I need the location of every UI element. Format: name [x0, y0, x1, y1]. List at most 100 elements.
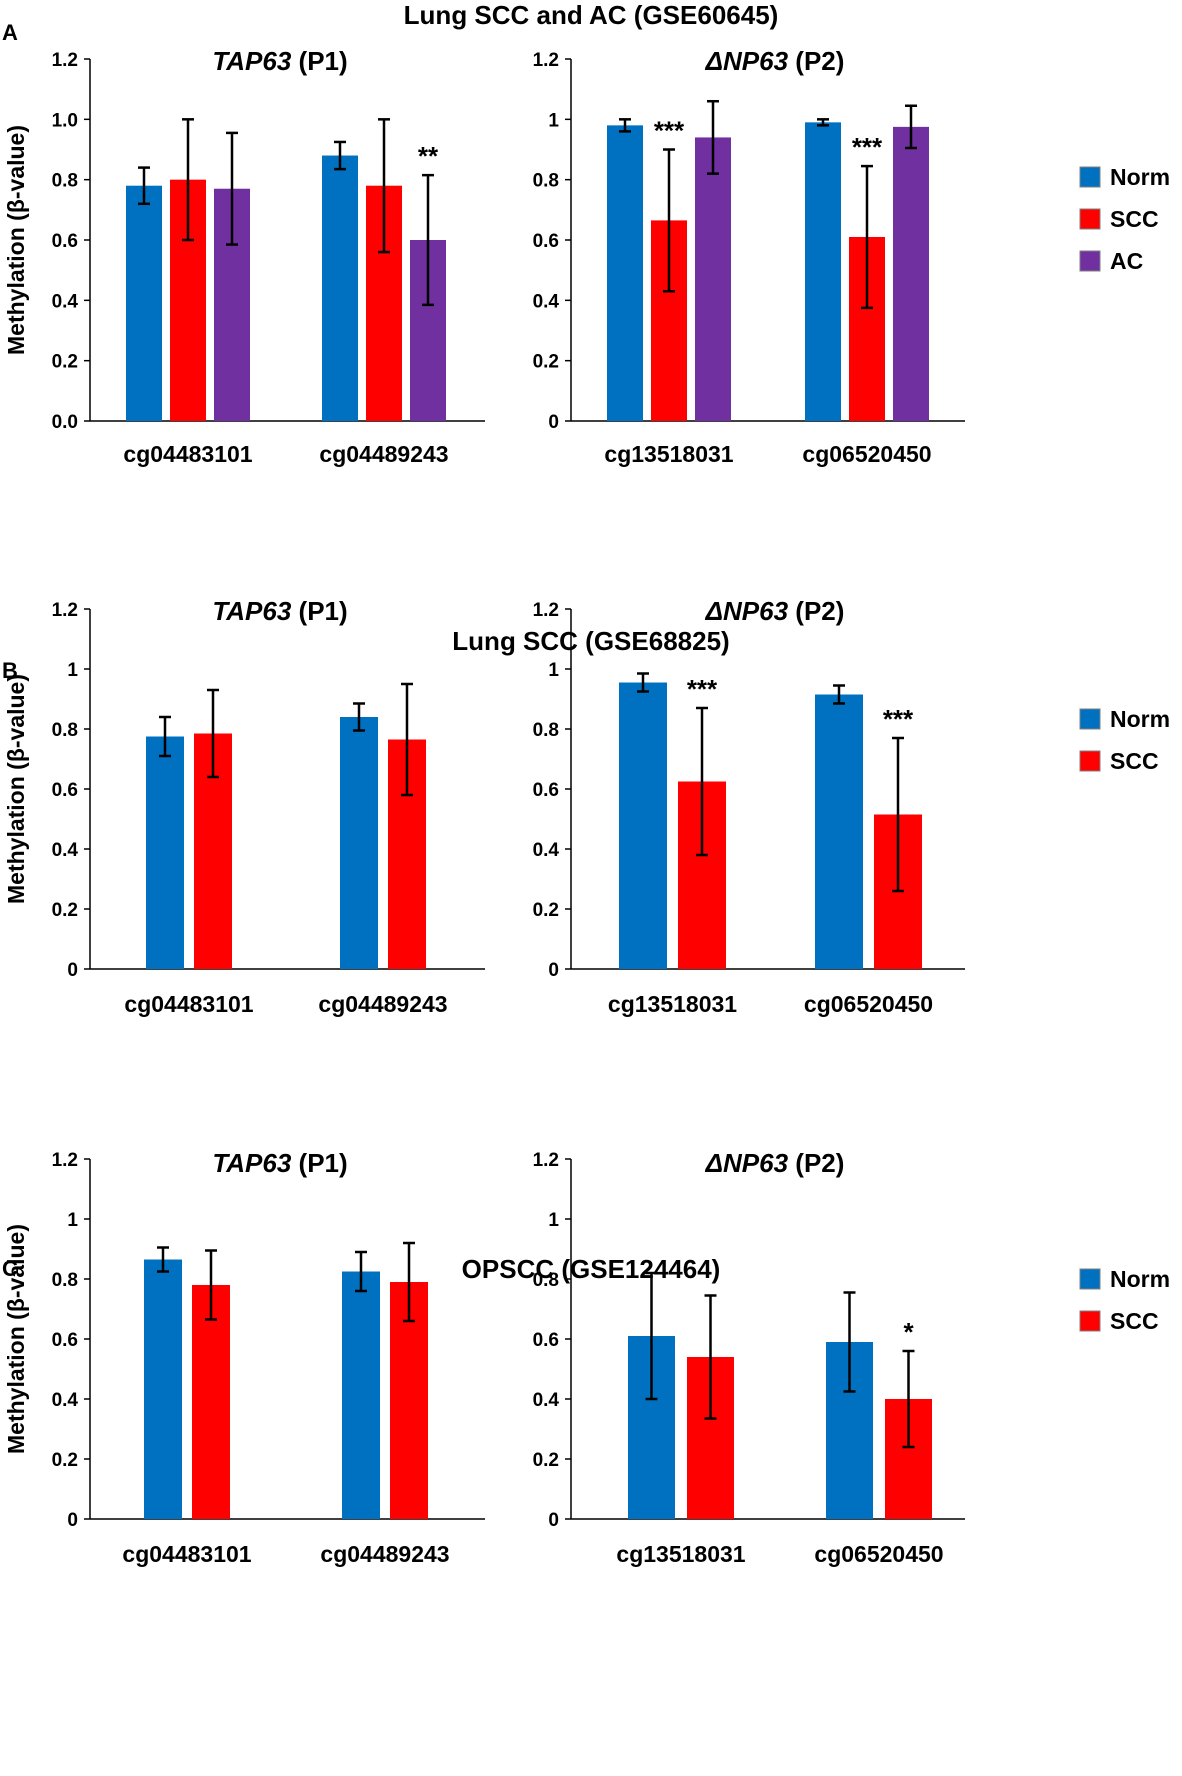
- bar-norm-cg06520450: [815, 694, 863, 969]
- y-tick-label: 0.4: [52, 291, 79, 312]
- y-tick-label: 0.6: [533, 231, 559, 252]
- panel-letter-a: A: [2, 20, 18, 45]
- y-tick-label: 0.2: [533, 900, 559, 921]
- y-tick-label: 0.4: [533, 291, 560, 312]
- chart-title-gene: TAP63: [212, 46, 292, 76]
- chart-2: ΔNP63 (P2) 0 0.2 0.4 0.6 0.8 1 1.2 *** cg13518031…: [533, 46, 1170, 467]
- chart-title: TAP63 (P1): [212, 46, 347, 76]
- panel-letter-b: B: [2, 658, 18, 683]
- bar-scc-cg04483101: [192, 1285, 230, 1519]
- category-label: cg13518031: [608, 991, 737, 1017]
- y-tick-label: 1: [548, 110, 559, 131]
- chart-4: ΔNP63 (P2) 0 0.2 0.4 0.6 0.8 1 1.2 *** cg13518031…: [533, 596, 1170, 1017]
- bar-norm-cg04483101: [144, 1259, 182, 1519]
- legend-swatch-scc: [1079, 750, 1101, 772]
- category-label: cg06520450: [814, 1541, 943, 1567]
- y-tick-label: 0.2: [52, 900, 78, 921]
- y-tick-label: 0: [548, 1510, 559, 1531]
- y-tick-label: 1: [548, 660, 559, 681]
- legend-swatch-norm: [1079, 166, 1101, 188]
- bar-norm-cg04489243: [340, 717, 378, 969]
- chart-3: TAP63 (P1) 0 0.2 0.4 0.6 0.8 1 1.2 Methylation (…: [3, 596, 485, 1017]
- y-tick-label: 0.0: [52, 412, 78, 433]
- y-tick-label: 0.2: [533, 352, 559, 373]
- significance-marker: ***: [687, 674, 718, 704]
- y-tick-label: 0.2: [52, 1450, 78, 1471]
- chart-title-gene: ΔNP63: [705, 1148, 789, 1178]
- y-tick-label: 1.2: [533, 50, 559, 71]
- chart-title-suffix: (P2): [788, 596, 844, 626]
- y-tick-label: 1.2: [52, 1150, 78, 1171]
- significance-marker: **: [418, 141, 439, 171]
- legend-label-scc: SCC: [1110, 748, 1159, 774]
- legend-swatch-ac: [1079, 250, 1101, 272]
- bar-norm-cg06520450: [805, 122, 841, 421]
- bar-ac-cg06520450: [893, 126, 929, 421]
- chart-title-suffix: (P1): [291, 1148, 347, 1178]
- bar-norm-cg04489243: [322, 155, 358, 422]
- significance-marker: *: [903, 1317, 914, 1347]
- category-label: cg04483101: [122, 1541, 251, 1567]
- panel-b-title: Lung SCC (GSE68825): [452, 626, 729, 656]
- y-tick-label: 0: [67, 1510, 78, 1531]
- bar-norm-cg04483101: [126, 185, 162, 421]
- y-tick-label: 1.0: [52, 110, 78, 131]
- y-tick-label: 0.6: [52, 1330, 78, 1351]
- chart-title: ΔNP63 (P2): [705, 1148, 845, 1178]
- y-axis-label: Methylation (β-value): [3, 125, 29, 355]
- y-tick-label: 0.4: [52, 1390, 79, 1411]
- y-tick-label: 0.6: [52, 780, 78, 801]
- legend-swatch-norm: [1079, 708, 1101, 730]
- y-tick-label: 1.2: [52, 600, 78, 621]
- y-tick-label: 0.4: [533, 840, 560, 861]
- legend-label-norm: Norm: [1110, 1266, 1170, 1292]
- legend-label-norm: Norm: [1110, 164, 1170, 190]
- y-tick-label: 0.2: [533, 1450, 559, 1471]
- significance-marker: ***: [883, 704, 914, 734]
- y-tick-label: 0.4: [533, 1390, 560, 1411]
- y-tick-label: 0.6: [533, 1330, 559, 1351]
- legend: Norm SCC AC: [1079, 164, 1170, 274]
- bar-norm-cg04483101: [146, 736, 184, 969]
- chart-6: ΔNP63 (P2) 0 0.2 0.4 0.6 0.8 1 1.2 cg13518031 * cg…: [533, 1148, 1170, 1567]
- legend-label-norm: Norm: [1110, 706, 1170, 732]
- chart-title-gene: TAP63: [212, 1148, 292, 1178]
- chart-title-suffix: (P1): [291, 46, 347, 76]
- chart-title: TAP63 (P1): [212, 1148, 347, 1178]
- chart-title: TAP63 (P1): [212, 596, 347, 626]
- y-tick-label: 0.8: [533, 1270, 559, 1291]
- y-tick-label: 1.2: [52, 50, 78, 71]
- chart-title: ΔNP63 (P2): [705, 46, 845, 76]
- significance-marker: ***: [654, 116, 685, 146]
- y-tick-label: 0: [548, 960, 559, 981]
- chart-title-gene: ΔNP63: [705, 46, 789, 76]
- legend-swatch-scc: [1079, 208, 1101, 230]
- chart-1: TAP63 (P1) 0.0 0.2 0.4 0.6 0.8 1.0 1.2 Methylati…: [3, 46, 485, 467]
- y-tick-label: 1: [548, 1210, 559, 1231]
- bar-norm-cg13518031: [619, 682, 667, 969]
- y-tick-label: 0.8: [52, 1270, 78, 1291]
- y-tick-label: 0: [548, 412, 559, 433]
- category-label: cg04489243: [318, 991, 447, 1017]
- charts-layer: TAP63 (P1) 0.0 0.2 0.4 0.6 0.8 1.0 1.2 Methylati…: [3, 46, 1170, 1567]
- y-tick-label: 0.8: [533, 171, 559, 192]
- y-tick-label: 0.6: [533, 780, 559, 801]
- y-tick-label: 0.8: [533, 720, 559, 741]
- y-tick-label: 1: [67, 660, 78, 681]
- legend-label-scc: SCC: [1110, 206, 1159, 232]
- legend-swatch-scc: [1079, 1310, 1101, 1332]
- chart-title-gene: TAP63: [212, 596, 292, 626]
- legend: Norm SCC: [1079, 706, 1170, 774]
- y-axis-label: Methylation (β-value): [3, 1224, 29, 1454]
- y-axis-label: Methylation (β-value): [3, 674, 29, 904]
- legend: Norm SCC: [1079, 1266, 1170, 1334]
- chart-title-suffix: (P1): [291, 596, 347, 626]
- category-label: cg04489243: [319, 441, 448, 467]
- legend-label-ac: AC: [1110, 248, 1143, 274]
- y-tick-label: 0.8: [52, 171, 78, 192]
- panel-c-title: OPSCC (GSE124464): [462, 1254, 721, 1284]
- y-tick-label: 0.2: [52, 352, 78, 373]
- chart-title-suffix: (P2): [788, 46, 844, 76]
- y-tick-label: 0.8: [52, 720, 78, 741]
